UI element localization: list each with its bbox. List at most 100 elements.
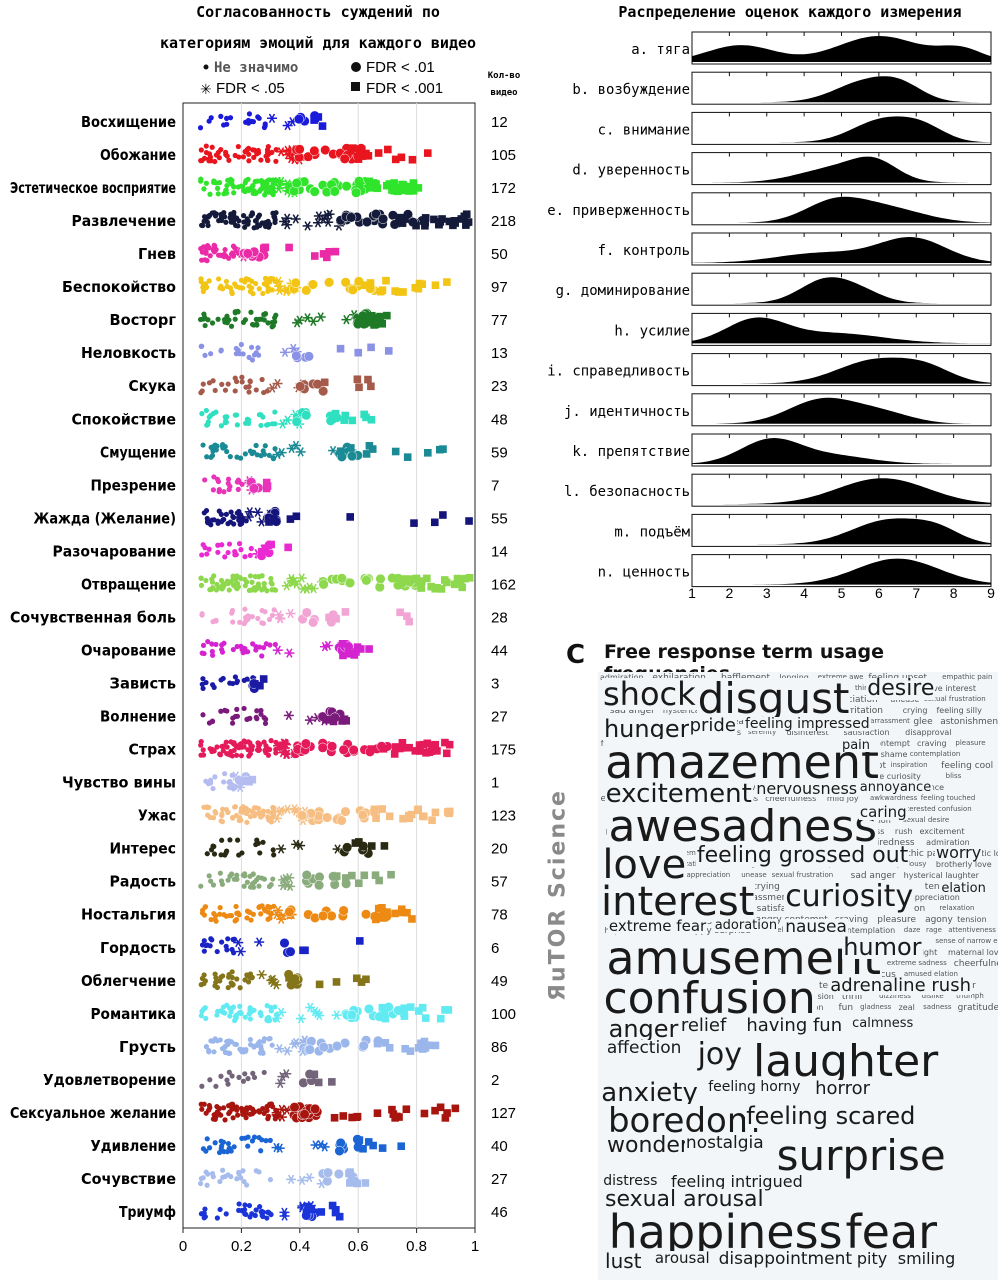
point-not-significant xyxy=(248,917,254,923)
point-fdr001 xyxy=(430,518,439,527)
point-fdr05 xyxy=(306,1172,313,1183)
point-fdr001 xyxy=(375,912,384,921)
point-not-significant xyxy=(204,1136,210,1142)
point-not-significant xyxy=(272,421,278,427)
point-fdr05 xyxy=(276,1043,283,1054)
word-cloud-term-large: smiling xyxy=(896,1249,957,1269)
point-fdr001 xyxy=(245,777,253,786)
video-count: 1 xyxy=(491,775,499,792)
word-cloud-term-large: confusion xyxy=(602,973,817,1024)
point-not-significant xyxy=(222,1117,228,1123)
point-fdr001 xyxy=(331,409,340,418)
point-fdr001 xyxy=(338,639,347,648)
point-fdr01 xyxy=(322,1176,333,1187)
point-fdr001 xyxy=(314,1078,323,1087)
point-not-significant xyxy=(236,541,243,547)
point-not-significant xyxy=(224,578,230,584)
category-row: Обожание 105 xyxy=(100,143,516,165)
point-fdr01 xyxy=(291,350,302,361)
point-not-significant xyxy=(246,807,253,814)
point-fdr001 xyxy=(390,750,399,758)
category-row: Радость 57 xyxy=(110,870,508,892)
point-not-significant xyxy=(207,746,213,752)
point-fdr001 xyxy=(384,145,392,154)
point-fdr01 xyxy=(310,1103,321,1114)
point-not-significant xyxy=(203,679,209,686)
point-not-significant xyxy=(205,638,211,645)
point-not-significant xyxy=(200,676,206,682)
ridge-row: d. уверенность xyxy=(572,152,992,186)
point-not-significant xyxy=(217,870,223,876)
point-not-significant xyxy=(246,111,253,117)
point-fdr001 xyxy=(395,1113,403,1121)
point-not-significant xyxy=(201,155,208,161)
point-not-significant xyxy=(256,1108,262,1114)
point-fdr001 xyxy=(328,1201,337,1210)
point-fdr01 xyxy=(301,870,312,881)
point-not-significant xyxy=(263,1138,269,1144)
point-fdr001 xyxy=(421,214,430,222)
point-not-significant xyxy=(205,222,211,229)
point-not-significant xyxy=(249,747,255,753)
point-not-significant xyxy=(245,616,251,622)
point-fdr001 xyxy=(405,617,414,626)
point-fdr001 xyxy=(441,1114,450,1122)
point-fdr001 xyxy=(445,217,454,226)
point-not-significant xyxy=(199,1106,205,1112)
point-fdr001 xyxy=(346,513,354,521)
point-fdr01 xyxy=(293,114,305,125)
point-not-significant xyxy=(214,185,221,191)
point-not-significant xyxy=(243,384,249,390)
point-fdr001 xyxy=(365,177,374,186)
point-not-significant xyxy=(245,1134,251,1140)
point-fdr05 xyxy=(317,312,324,322)
point-fdr001 xyxy=(367,415,376,424)
point-not-significant xyxy=(200,747,206,753)
point-fdr001 xyxy=(348,871,356,880)
point-not-significant xyxy=(207,253,213,259)
point-fdr01 xyxy=(284,906,295,917)
point-not-significant xyxy=(204,1182,210,1188)
point-not-significant xyxy=(260,414,266,420)
point-not-significant xyxy=(229,290,235,297)
point-fdr001 xyxy=(402,1105,411,1114)
point-not-significant xyxy=(247,974,253,980)
word-cloud-term: cheerfulness xyxy=(953,959,998,969)
point-not-significant xyxy=(236,912,242,918)
point-not-significant xyxy=(251,1007,257,1013)
video-count: 6 xyxy=(491,940,499,957)
point-not-significant xyxy=(247,1037,253,1043)
point-fdr01 xyxy=(340,806,351,817)
point-fdr05 xyxy=(279,419,286,429)
point-fdr001 xyxy=(456,576,465,585)
video-count: 7 xyxy=(491,477,499,494)
legend-ns-label: Не значимо xyxy=(214,60,298,76)
point-not-significant xyxy=(272,319,278,325)
point-not-significant xyxy=(242,606,248,612)
point-fdr001 xyxy=(378,286,387,294)
point-fdr001 xyxy=(398,219,407,227)
point-not-significant xyxy=(241,1107,247,1113)
category-row: Зависть 3 xyxy=(110,674,499,694)
point-not-significant xyxy=(198,883,204,889)
point-not-significant xyxy=(260,811,266,818)
point-not-significant xyxy=(219,381,225,387)
point-not-significant xyxy=(225,984,231,991)
point-fdr001 xyxy=(317,1208,326,1216)
point-fdr001 xyxy=(325,613,333,622)
point-fdr05 xyxy=(237,946,244,957)
word-cloud-term-large: feeling scared xyxy=(745,1101,917,1130)
point-not-significant xyxy=(222,247,228,253)
word-cloud-term: appreciation xyxy=(686,871,731,879)
point-not-significant xyxy=(223,739,229,745)
point-fdr001 xyxy=(347,146,355,155)
point-fdr01 xyxy=(317,742,328,753)
ridge-x-tick-label: 6 xyxy=(875,585,883,601)
point-fdr001 xyxy=(336,344,345,353)
point-fdr001 xyxy=(435,445,444,454)
point-not-significant xyxy=(224,121,230,127)
word-cloud-term-large: amazement xyxy=(604,734,881,789)
point-fdr001 xyxy=(412,574,421,583)
point-fdr01 xyxy=(341,181,352,192)
point-not-significant xyxy=(272,409,278,415)
